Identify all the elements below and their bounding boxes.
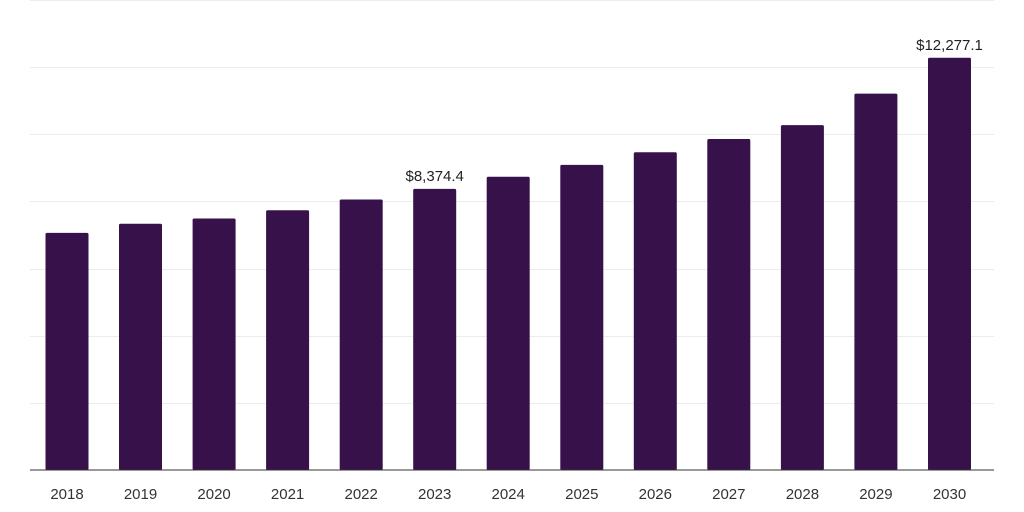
bars bbox=[45, 57, 971, 471]
x-tick-label: 2024 bbox=[492, 486, 525, 503]
bar-2028[interactable] bbox=[780, 125, 824, 470]
x-tick-label: 2022 bbox=[345, 486, 378, 503]
x-tick-label: 2023 bbox=[418, 486, 451, 503]
data-labels: $8,374.4 $12,277.1 bbox=[406, 37, 983, 185]
x-tick-label: 2019 bbox=[124, 486, 157, 503]
x-tick-label: 2027 bbox=[712, 486, 745, 503]
bar-2025[interactable] bbox=[560, 164, 604, 470]
x-tick-label: 2018 bbox=[50, 486, 83, 503]
x-tick-label: 2030 bbox=[933, 486, 966, 503]
x-tick-label: 2021 bbox=[271, 486, 304, 503]
x-tick-label: 2028 bbox=[786, 486, 819, 503]
bar-2021[interactable] bbox=[266, 210, 310, 471]
bar-2022[interactable] bbox=[339, 199, 383, 471]
bar-2020[interactable] bbox=[192, 218, 236, 471]
bar-2023[interactable] bbox=[413, 188, 457, 470]
data-label-2030: $12,277.1 bbox=[916, 37, 983, 54]
bar-2030[interactable] bbox=[928, 57, 971, 471]
bar-2027[interactable] bbox=[707, 139, 751, 470]
x-tick-label: 2029 bbox=[859, 486, 892, 503]
x-tick-label: 2020 bbox=[197, 486, 230, 503]
x-axis-ticks: 2018 2019 2020 2021 2022 2023 2024 2025 2026 2027… bbox=[50, 486, 966, 503]
x-tick-label: 2026 bbox=[639, 486, 672, 503]
bar-2024[interactable] bbox=[486, 176, 530, 471]
x-tick-label: 2025 bbox=[565, 486, 598, 503]
bar-2026[interactable] bbox=[633, 152, 677, 470]
bar-2029[interactable] bbox=[854, 93, 898, 470]
data-label-2023: $8,374.4 bbox=[406, 168, 464, 185]
bar-2019[interactable] bbox=[119, 223, 162, 470]
bar-2018[interactable] bbox=[45, 232, 89, 470]
